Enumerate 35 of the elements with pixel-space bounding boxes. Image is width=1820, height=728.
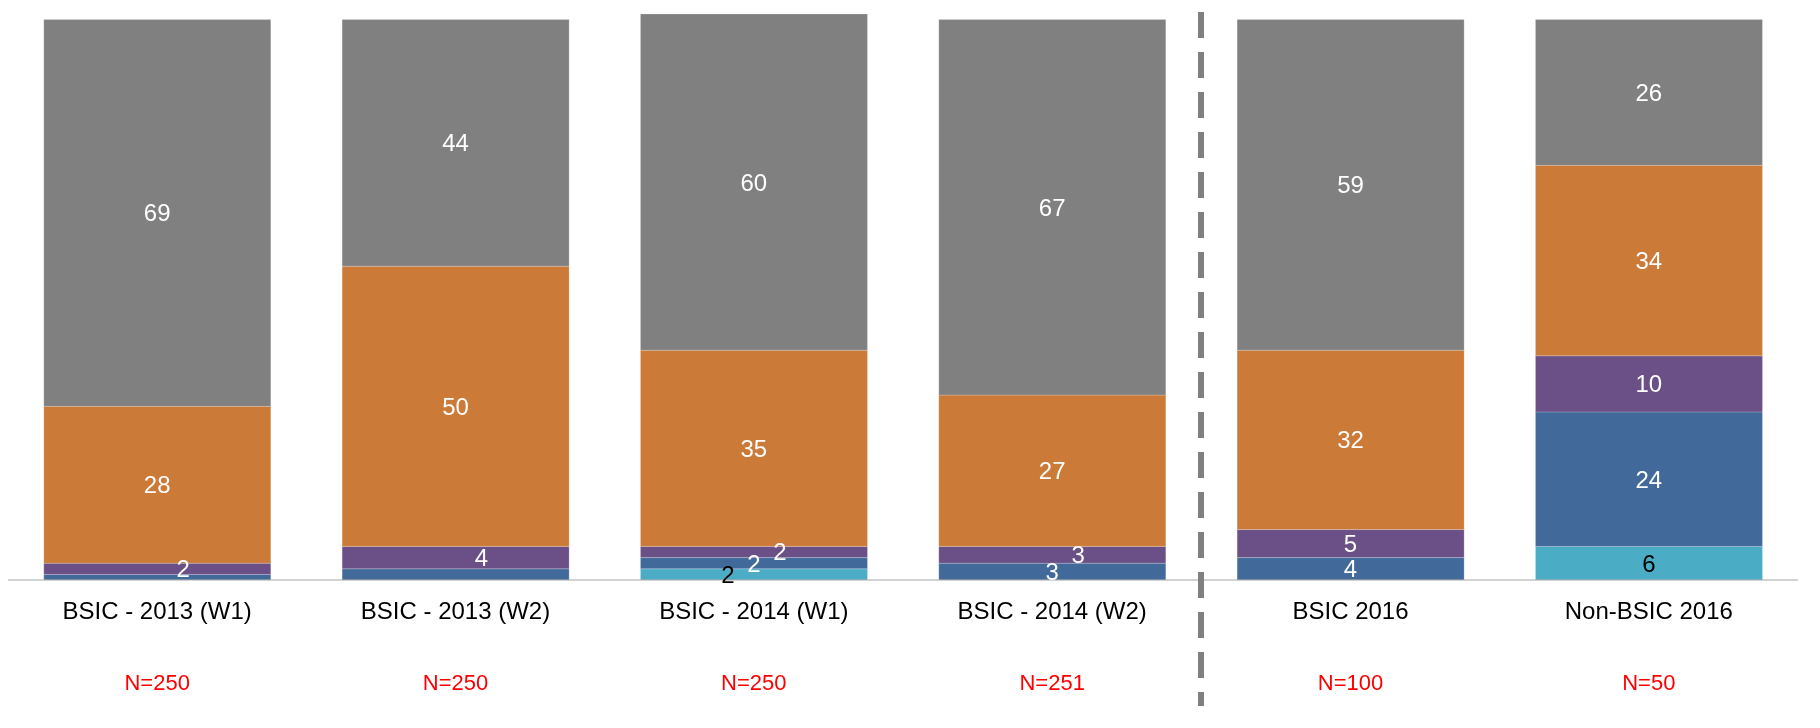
data-label: 6 — [1642, 549, 1656, 577]
data-label: 4 — [1343, 555, 1358, 583]
data-label: 50 — [442, 392, 469, 420]
data-label: 69 — [143, 199, 171, 227]
data-label: 67 — [1038, 193, 1066, 221]
data-label: 2 — [773, 538, 787, 566]
text: N=250 — [123, 670, 191, 696]
text: N=100 — [1316, 670, 1385, 696]
data-label: 59 — [1337, 171, 1364, 199]
text: N=250 — [421, 670, 490, 696]
text: N=50 — [1621, 670, 1677, 696]
data-label: 2 — [176, 555, 190, 583]
x-tick-label: BSIC 2016 — [1292, 597, 1409, 625]
data-label: 27 — [1038, 457, 1066, 485]
data-label: 35 — [740, 434, 768, 462]
data-label: 5 — [1343, 530, 1358, 558]
data-label: 60 — [740, 168, 768, 196]
data-label: 26 — [1635, 78, 1663, 106]
data-label: 44 — [442, 129, 469, 157]
text: N=251 — [1018, 670, 1086, 696]
text: N=250 — [720, 670, 788, 696]
x-tick-label: BSIC - 2014 (W2) — [957, 597, 1147, 625]
data-label: 3 — [1045, 558, 1059, 586]
x-tick-label: BSIC - 2013 (W1) — [62, 597, 252, 625]
data-label: 4 — [474, 544, 489, 572]
data-label: 32 — [1337, 426, 1364, 454]
data-label: 3 — [1071, 541, 1085, 569]
x-tick-label: BSIC - 2013 (W2) — [360, 597, 551, 625]
data-label: 10 — [1635, 370, 1663, 398]
data-label: 34 — [1635, 247, 1663, 275]
data-label: 2 — [747, 549, 761, 577]
data-label: 24 — [1635, 465, 1663, 493]
x-tick-label: Non-BSIC 2016 — [1564, 597, 1733, 625]
x-tick-label: BSIC - 2014 (W1) — [659, 597, 849, 625]
data-label: 28 — [143, 471, 171, 499]
